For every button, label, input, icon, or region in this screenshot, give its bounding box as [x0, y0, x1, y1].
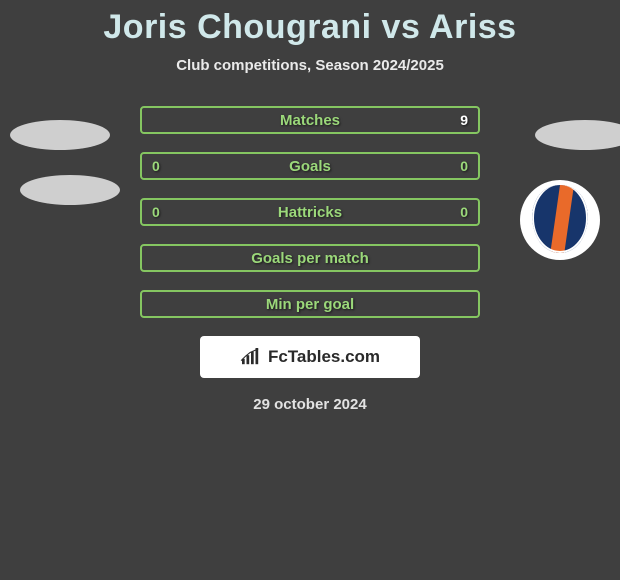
stat-left-value: 0 — [152, 158, 160, 174]
club-badge-shield — [532, 185, 588, 255]
stat-label: Min per goal — [142, 296, 478, 313]
stat-row-goals: 0 Goals 0 — [140, 152, 480, 180]
player2-club-badge — [520, 180, 600, 260]
stat-right-value: 9 — [460, 112, 468, 128]
player1-avatar-placeholder — [10, 120, 110, 150]
player1-club-placeholder — [20, 175, 120, 205]
stat-label: Goals — [142, 158, 478, 175]
watermark-text: FcTables.com — [268, 347, 380, 367]
bar-chart-icon — [240, 348, 262, 366]
player2-avatar-placeholder — [535, 120, 620, 150]
stat-left-value: 0 — [152, 204, 160, 220]
stat-right-value: 0 — [460, 158, 468, 174]
subtitle: Club competitions, Season 2024/2025 — [0, 57, 620, 74]
watermark: FcTables.com — [200, 336, 420, 378]
stat-label: Matches — [142, 112, 478, 129]
stat-row-matches: Matches 9 — [140, 106, 480, 134]
stat-row-hattricks: 0 Hattricks 0 — [140, 198, 480, 226]
page-title: Joris Chougrani vs Ariss — [0, 0, 620, 47]
stats-table: Matches 9 0 Goals 0 0 Hattricks 0 Goals … — [140, 106, 480, 318]
stat-right-value: 0 — [460, 204, 468, 220]
stat-label: Hattricks — [142, 204, 478, 221]
stat-row-min-per-goal: Min per goal — [140, 290, 480, 318]
date-label: 29 october 2024 — [0, 396, 620, 413]
stat-row-goals-per-match: Goals per match — [140, 244, 480, 272]
stat-label: Goals per match — [142, 250, 478, 267]
